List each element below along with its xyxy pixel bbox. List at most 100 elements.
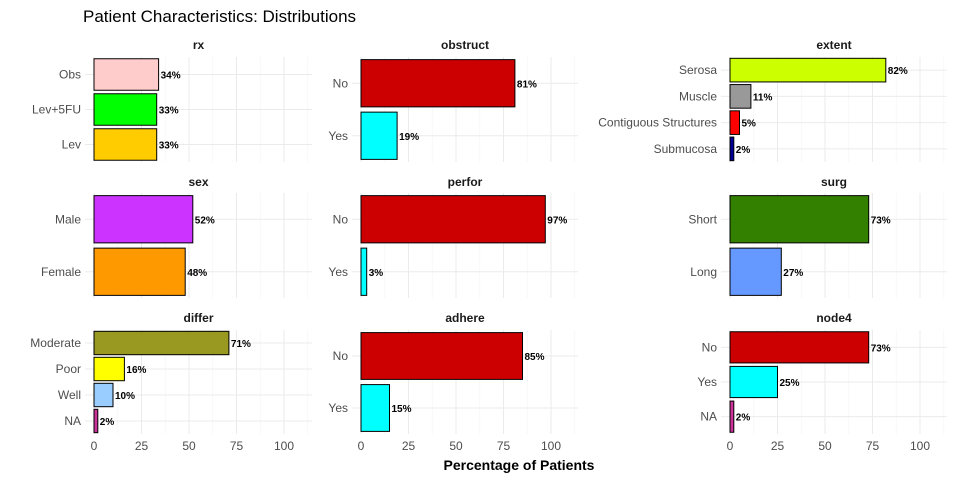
category-label: Lev+5FU — [32, 103, 81, 117]
category-label: Yes — [697, 375, 717, 389]
panel-obstruct: obstruct No 81% Yes 19% — [328, 38, 578, 162]
category-label: No — [333, 76, 349, 90]
data-label: 11% — [753, 92, 773, 103]
data-label: 5% — [742, 119, 757, 130]
data-label: 3% — [369, 268, 384, 279]
x-tick-label: 50 — [818, 439, 832, 453]
x-tick-label: 25 — [771, 439, 785, 453]
panel-title-obstruct: obstruct — [441, 38, 489, 52]
category-label: Contiguous Structures — [598, 116, 717, 130]
category-label: Muscle — [679, 89, 717, 103]
panel-title-surg: surg — [821, 175, 847, 189]
category-label: Poor — [56, 362, 81, 376]
panel-title-rx: rx — [193, 38, 205, 52]
bar-sex-female — [93, 247, 186, 296]
x-tick-label: 75 — [497, 439, 511, 453]
data-label: 19% — [399, 132, 419, 143]
category-label: NA — [64, 414, 81, 428]
x-tick-label: 25 — [135, 439, 149, 453]
panels-group: rx Obs 34% Lev+5FU 33% Lev 33% obstruct No 81% Yes… — [30, 38, 947, 434]
category-label: No — [702, 340, 718, 354]
category-label: Moderate — [30, 336, 81, 350]
bar-obstruct-no — [360, 59, 516, 108]
category-label: Long — [690, 265, 717, 279]
panel-title-sex: sex — [188, 175, 208, 189]
panel-node4: node4 No 73% Yes 25% NA 2% — [697, 311, 947, 434]
panel-title-differ: differ — [184, 311, 214, 325]
bar-obstruct-yes — [360, 111, 398, 160]
x-tick-label: 0 — [358, 439, 365, 453]
bar-perfor-no — [360, 195, 546, 244]
bar-differ-poor — [93, 356, 125, 382]
data-label: 97% — [547, 215, 567, 226]
bar-extent-serosa — [729, 57, 887, 83]
data-label: 27% — [783, 268, 803, 279]
bar-sex-male — [93, 195, 194, 244]
panel-title-perfor: perfor — [448, 175, 483, 189]
data-label: 33% — [159, 106, 179, 117]
data-label: 33% — [159, 141, 179, 152]
panel-sex: sex Male 52% Female 48% — [41, 175, 312, 298]
category-label: Well — [58, 388, 81, 402]
data-label: 34% — [161, 71, 181, 82]
x-tick-label: 75 — [230, 439, 244, 453]
category-label: No — [333, 212, 349, 226]
bar-differ-moderate — [93, 330, 230, 356]
data-label: 2% — [736, 413, 751, 424]
bar-rx-lev-5fu — [93, 93, 158, 126]
x-tick-label: 50 — [449, 439, 463, 453]
bar-perfor-yes — [360, 247, 368, 296]
x-tick-label: 0 — [727, 439, 734, 453]
bar-node4-yes — [729, 365, 778, 399]
panel-title-adhere: adhere — [445, 311, 485, 325]
x-axis-title: Percentage of Patients — [444, 457, 595, 473]
data-label: 52% — [195, 215, 215, 226]
data-label: 82% — [888, 66, 908, 77]
bar-surg-long — [729, 247, 782, 296]
bar-surg-short — [729, 195, 870, 244]
data-label: 16% — [126, 365, 146, 376]
chart-title: Patient Characteristics: Distributions — [83, 7, 356, 26]
bar-adhere-no — [360, 332, 523, 380]
panel-title-extent: extent — [816, 38, 851, 52]
category-label: Serosa — [679, 63, 717, 77]
category-label: Yes — [328, 401, 348, 415]
x-tick-label: 100 — [541, 439, 561, 453]
bar-extent-submucosa — [729, 136, 735, 162]
panel-perfor: perfor No 97% Yes 3% — [328, 175, 578, 298]
panel-rx: rx Obs 34% Lev+5FU 33% Lev 33% — [32, 38, 312, 162]
data-label: 73% — [871, 343, 891, 354]
x-tick-label: 25 — [402, 439, 416, 453]
data-label: 10% — [115, 391, 135, 402]
x-axes-group: 0 25 50 75 100 0 25 50 75 100 0 25 50 75 100 — [91, 439, 931, 453]
bar-differ-well — [93, 382, 114, 408]
bar-adhere-yes — [360, 384, 390, 432]
bar-node4-na — [729, 400, 735, 433]
data-label: 85% — [525, 352, 545, 363]
panel-adhere: adhere No 85% Yes 15% — [328, 311, 578, 434]
panel-differ: differ Moderate 71% Poor 16% Well 10% NA 2% — [30, 311, 312, 434]
data-label: 81% — [517, 79, 537, 90]
data-label: 25% — [780, 378, 800, 389]
category-label: Lev — [62, 138, 81, 152]
bar-node4-no — [729, 331, 870, 364]
category-label: Female — [41, 265, 81, 279]
data-label: 48% — [187, 268, 207, 279]
category-label: Obs — [59, 68, 81, 82]
x-tick-label: 50 — [182, 439, 196, 453]
data-label: 71% — [231, 339, 251, 350]
data-label: 2% — [736, 145, 751, 156]
bar-rx-obs — [93, 58, 160, 91]
bar-rx-lev — [93, 128, 158, 161]
panel-surg: surg Short 73% Long 27% — [688, 175, 947, 298]
category-label: Short — [688, 212, 717, 226]
category-label: Male — [55, 212, 81, 226]
data-label: 15% — [392, 404, 412, 415]
x-tick-label: 75 — [866, 439, 880, 453]
bar-differ-na — [93, 408, 99, 434]
bar-extent-muscle — [729, 84, 752, 109]
data-label: 73% — [871, 215, 891, 226]
panel-extent: extent Serosa 82% Muscle 11% Contiguous Struc… — [598, 38, 947, 162]
data-label: 2% — [100, 417, 115, 428]
